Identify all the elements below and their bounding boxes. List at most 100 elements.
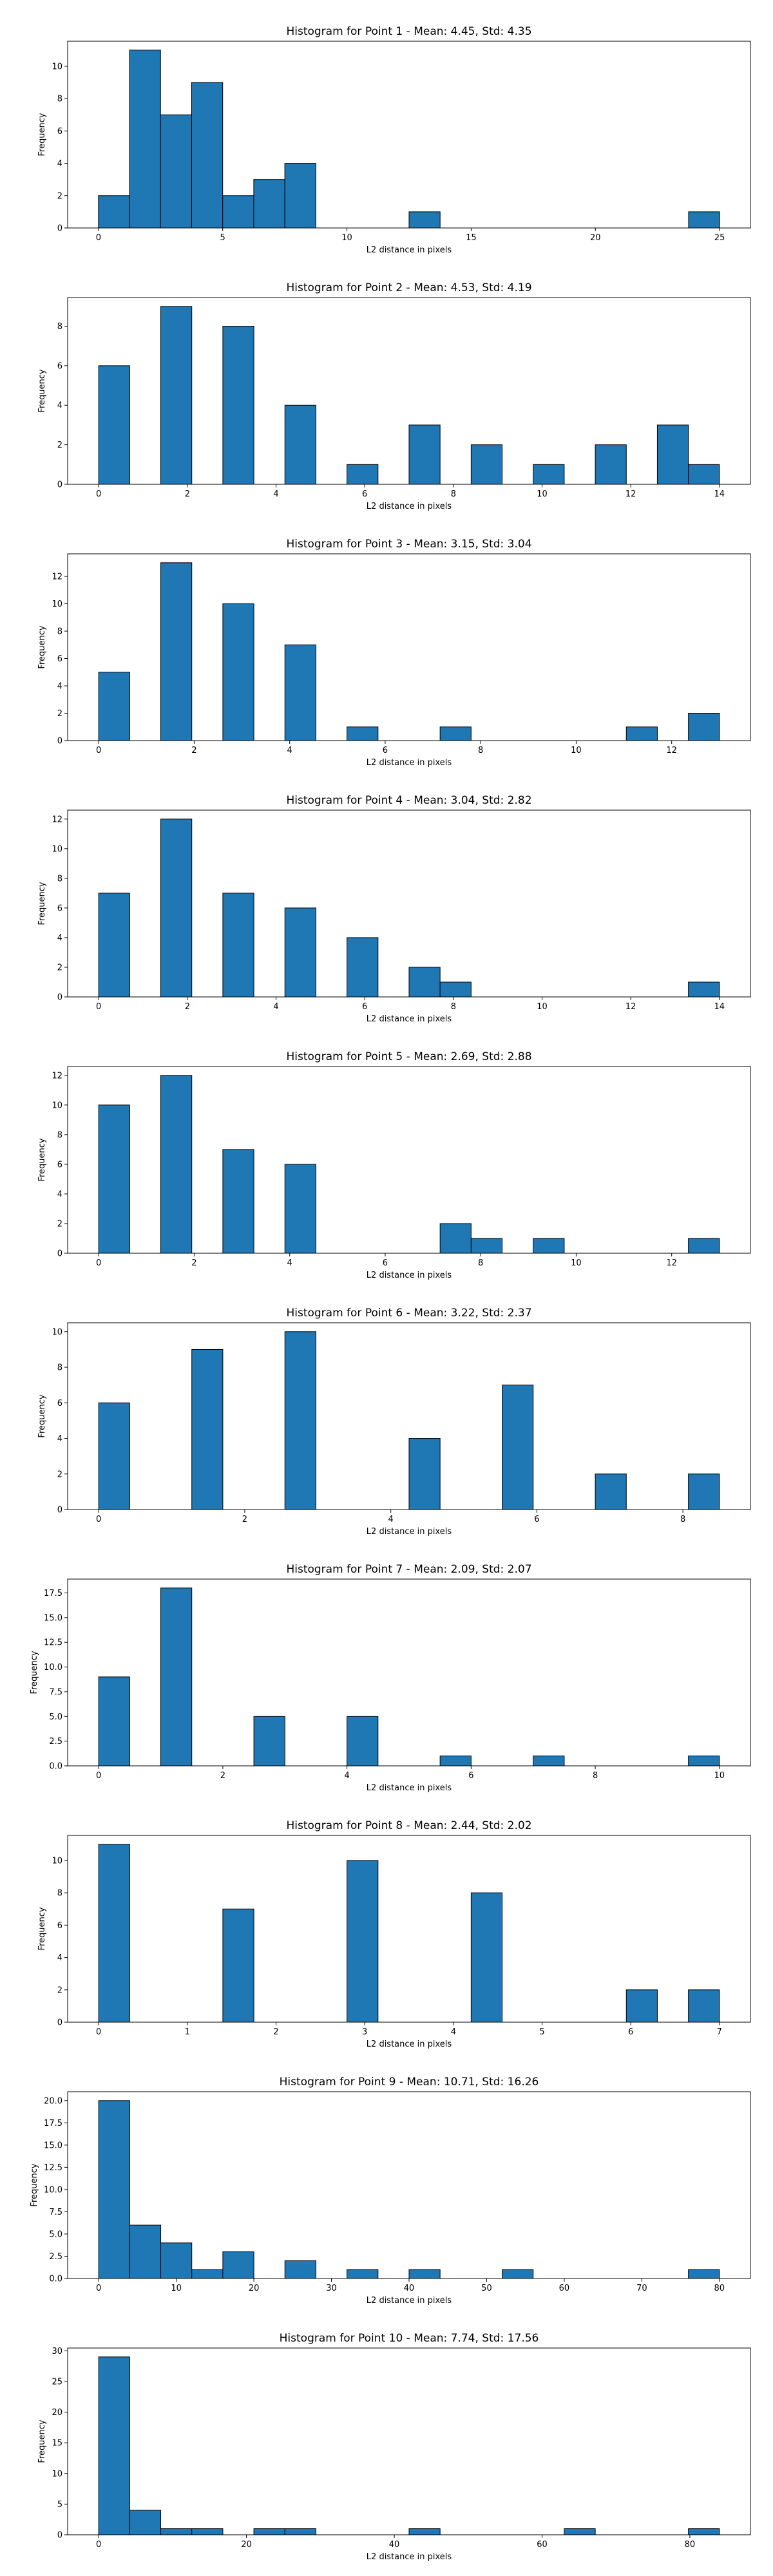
y-tick-label: 15.0 (44, 2141, 62, 2150)
histogram-panel-9: Histogram for Point 9 - Mean: 10.71, Std… (30, 2076, 751, 2306)
histogram-bar (98, 365, 130, 485)
x-tick-label: 2 (242, 1515, 247, 1524)
x-tick-label: 10 (571, 1258, 582, 1268)
x-tick-label: 4 (388, 1515, 394, 1524)
x-axis-label: L2 distance in pixels (367, 1271, 452, 1280)
y-tick-label: 8 (57, 1889, 62, 1899)
y-tick-label: 0 (57, 1249, 62, 1259)
histogram-bar (625, 1989, 658, 2023)
histogram-bar (284, 2260, 316, 2279)
histogram-bar (222, 325, 254, 485)
x-tick-label: 40 (389, 2540, 400, 2550)
x-tick-label: 8 (451, 1002, 456, 1012)
y-tick-label: 12.5 (44, 1638, 62, 1648)
x-tick-label: 12 (666, 1258, 677, 1268)
x-tick-label: 12 (666, 746, 677, 755)
x-tick-label: 20 (241, 2540, 252, 2550)
y-tick-label: 8 (57, 1130, 62, 1140)
x-tick-label: 2 (191, 1258, 196, 1268)
y-tick-label: 10.0 (44, 2185, 62, 2195)
histogram-bar (222, 195, 254, 229)
y-tick-label: 0 (57, 480, 62, 490)
histogram-bar (284, 907, 316, 998)
histogram-bar (98, 2100, 130, 2279)
histogram-panel-1: Histogram for Point 1 - Mean: 4.45, Std:… (37, 25, 751, 255)
y-tick-label: 8 (57, 1363, 62, 1373)
chart-title: Histogram for Point 6 - Mean: 3.22, Std:… (286, 1307, 531, 1320)
histogram-bar (656, 424, 689, 485)
y-tick-label: 10 (52, 600, 62, 609)
y-tick-label: 6 (57, 127, 62, 137)
x-tick-label: 4 (287, 1258, 292, 1268)
x-tick-label: 2 (273, 2027, 278, 2037)
histogram-bar (98, 672, 130, 741)
x-tick-label: 40 (404, 2284, 415, 2293)
histogram-bar (253, 179, 285, 229)
y-tick-label: 2.5 (49, 1737, 62, 1747)
y-tick-label: 6 (57, 1921, 62, 1931)
histogram-bar (98, 1844, 130, 2023)
y-tick-label: 15 (52, 2439, 62, 2448)
histogram-bar (160, 2242, 193, 2279)
histogram-bar (688, 713, 720, 741)
y-tick-label: 5.0 (49, 2230, 62, 2239)
y-tick-label: 12 (52, 815, 62, 824)
histogram-bar (625, 726, 658, 741)
y-axis-label: Frequency (37, 369, 47, 412)
histogram-bar (98, 2356, 130, 2535)
y-tick-label: 10 (52, 1327, 62, 1337)
chart-title: Histogram for Point 9 - Mean: 10.71, Std… (280, 2076, 539, 2088)
y-tick-label: 0 (57, 737, 62, 746)
y-tick-label: 20.0 (44, 2096, 62, 2106)
histogram-bar (284, 1164, 316, 1254)
y-tick-label: 7.5 (49, 2208, 62, 2217)
y-tick-label: 17.5 (44, 1589, 62, 1598)
y-tick-label: 6 (57, 654, 62, 664)
y-axis-label: Frequency (37, 1907, 47, 1950)
y-tick-label: 2 (57, 963, 62, 972)
x-tick-label: 8 (478, 746, 483, 755)
x-tick-label: 1 (185, 2027, 190, 2037)
y-tick-label: 0.0 (49, 2275, 62, 2284)
histogram-panel-4: Histogram for Point 4 - Mean: 3.04, Std:… (37, 794, 751, 1024)
axes-frame (67, 1578, 751, 1766)
y-tick-label: 0 (57, 2531, 62, 2541)
histogram-bar (688, 211, 720, 229)
histogram-panel-6: Histogram for Point 6 - Mean: 3.22, Std:… (37, 1307, 751, 1537)
x-tick-label: 6 (534, 1515, 539, 1524)
y-tick-label: 0 (57, 224, 62, 234)
y-tick-label: 12.5 (44, 2163, 62, 2173)
x-tick-label: 2 (220, 1771, 225, 1781)
y-tick-label: 6 (57, 361, 62, 371)
y-axis-label: Frequency (37, 2420, 47, 2463)
histogram-bar (129, 2224, 162, 2279)
x-tick-label: 12 (625, 489, 636, 499)
histogram-bar (470, 444, 503, 485)
x-tick-label: 50 (481, 2284, 492, 2293)
y-tick-label: 2.5 (49, 2252, 62, 2262)
y-tick-label: 6 (57, 1160, 62, 1170)
histogram-bar (533, 1756, 565, 1766)
histogram-bar (533, 1238, 565, 1254)
x-tick-label: 15 (466, 233, 477, 243)
chart-title: Histogram for Point 1 - Mean: 4.45, Std:… (286, 25, 531, 38)
histogram-bar (688, 2528, 720, 2535)
axes-frame (67, 1835, 751, 2023)
x-tick-label: 8 (593, 1771, 598, 1781)
histogram-bar (502, 1385, 534, 1510)
y-tick-label: 17.5 (44, 2119, 62, 2128)
histogram-bar (222, 603, 254, 741)
y-axis-label: Frequency (30, 1651, 39, 1694)
histogram-bar (160, 562, 193, 741)
x-tick-label: 7 (717, 2027, 722, 2037)
axes-frame (67, 297, 751, 485)
y-tick-label: 4 (57, 401, 62, 411)
histogram-bar (408, 424, 441, 485)
histogram-bar (191, 82, 224, 229)
x-tick-label: 10 (714, 1771, 725, 1781)
chart-title: Histogram for Point 2 - Mean: 4.53, Std:… (286, 281, 531, 294)
x-axis-label: L2 distance in pixels (367, 1014, 452, 1024)
x-tick-label: 6 (362, 1002, 367, 1012)
chart-title: Histogram for Point 4 - Mean: 3.04, Std:… (286, 794, 531, 807)
x-tick-label: 6 (383, 746, 388, 755)
